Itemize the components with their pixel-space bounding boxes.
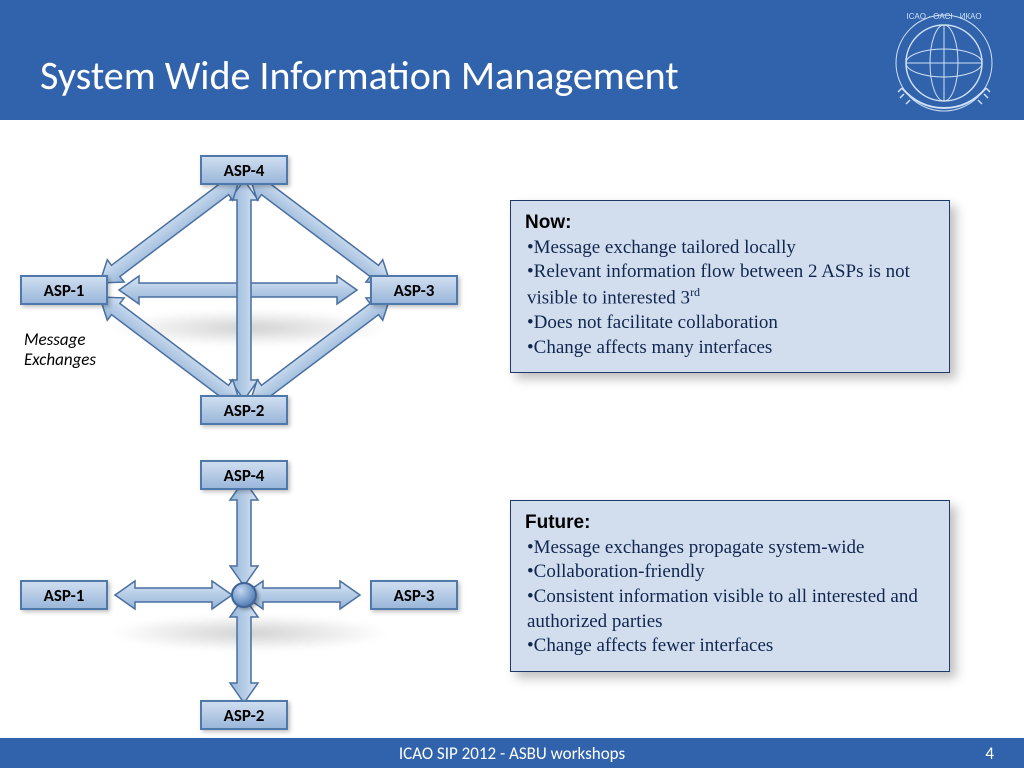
d1-node-asp2: ASP-2 <box>200 395 288 425</box>
d1-node-asp3: ASP-3 <box>370 275 458 305</box>
header-bar: System Wide Information Management ICAO … <box>0 0 1024 120</box>
icao-logo: ICAO · OACI · ИКАО <box>884 8 1004 118</box>
future-title: Future: <box>525 511 935 536</box>
diagrams-area: ASP-4 ASP-1 ASP-3 ASP-2 MessageExchanges… <box>0 120 490 738</box>
now-bullet: •Does not facilitate collaboration <box>525 311 935 336</box>
shadow-ellipse <box>110 310 390 346</box>
message-exchanges-label: MessageExchanges <box>24 330 96 369</box>
future-bullet: •Change affects fewer interfaces <box>525 634 935 659</box>
now-box: Now: •Message exchange tailored locally … <box>510 200 950 373</box>
d2-hub <box>231 582 257 608</box>
footer-bar: ICAO SIP 2012 - ASBU workshops 4 <box>0 738 1024 768</box>
d1-node-asp4: ASP-4 <box>200 155 288 185</box>
page-title: System Wide Information Management <box>40 51 679 100</box>
d2-node-asp2: ASP-2 <box>200 700 288 730</box>
page-number: 4 <box>985 743 994 764</box>
d2-node-asp1: ASP-1 <box>20 580 108 610</box>
now-bullet: •Change affects many interfaces <box>525 336 935 361</box>
future-bullet: •Collaboration-friendly <box>525 560 935 585</box>
now-title: Now: <box>525 211 935 236</box>
d1-node-asp1: ASP-1 <box>20 275 108 305</box>
svg-text:ICAO · OACI · ИКАО: ICAO · OACI · ИКАО <box>906 12 981 21</box>
future-bullet: •Message exchanges propagate system-wide <box>525 536 935 561</box>
future-box: Future: •Message exchanges propagate sys… <box>510 500 950 672</box>
shadow-ellipse <box>110 615 390 651</box>
now-bullet: •Message exchange tailored locally <box>525 236 935 261</box>
now-bullet: •Relevant information flow between 2 ASP… <box>525 260 935 311</box>
d2-node-asp4: ASP-4 <box>200 460 288 490</box>
footer-text: ICAO SIP 2012 - ASBU workshops <box>399 743 625 764</box>
future-bullet: •Consistent information visible to all i… <box>525 585 935 634</box>
d2-node-asp3: ASP-3 <box>370 580 458 610</box>
